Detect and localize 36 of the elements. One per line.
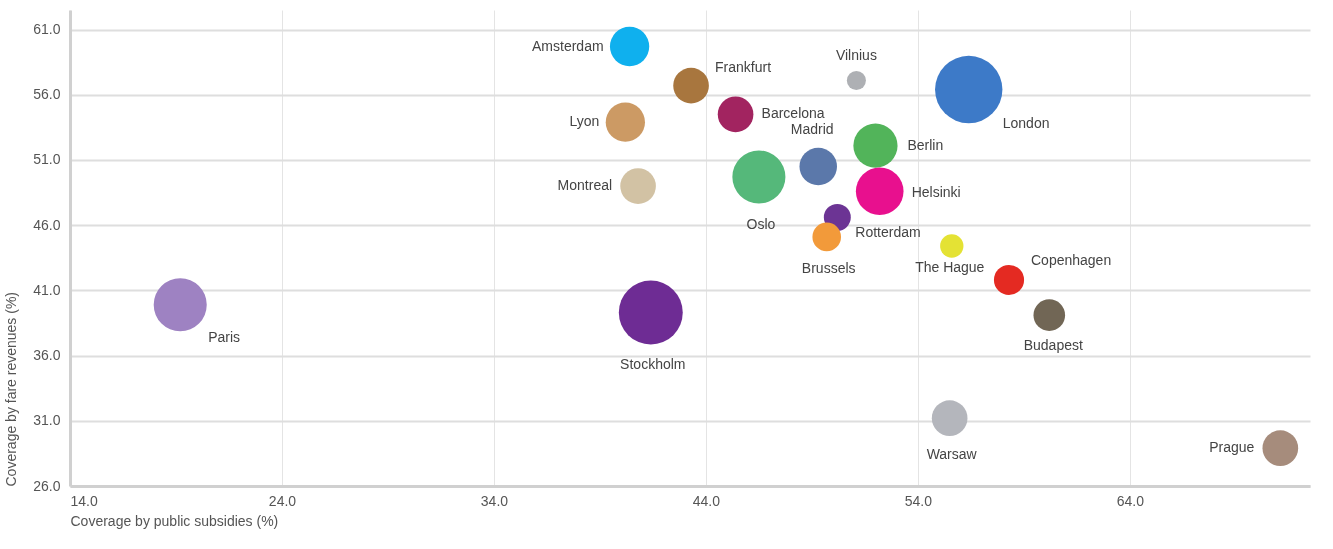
y-tick-label: 36.0 <box>33 347 61 364</box>
y-tick-label: 26.0 <box>33 477 61 494</box>
y-axis-title: Coverage by fare revenues (%) <box>3 291 20 487</box>
x-tick-label: 24.0 <box>268 492 297 509</box>
series-label: Rotterdam <box>855 224 921 241</box>
series-label: London <box>1002 114 1050 131</box>
y-tick-label: 51.0 <box>33 151 61 168</box>
x-tick-label: 14.0 <box>70 492 98 509</box>
series-label: Madrid <box>790 121 834 138</box>
series-label: Stockholm <box>620 355 686 372</box>
series-label: Amsterdam <box>532 37 604 54</box>
series-label: Frankfurt <box>715 58 772 75</box>
series-label: Brussels <box>801 259 856 276</box>
series-label: Vilnius <box>835 47 877 64</box>
series-label: Oslo <box>746 215 776 232</box>
series-label: Lyon <box>569 113 600 130</box>
x-axis-title: Coverage by public subsidies (%) <box>70 512 279 529</box>
series-label: Berlin <box>907 136 944 153</box>
y-tick-label: 61.0 <box>33 21 61 38</box>
y-tick-label: 41.0 <box>33 281 61 298</box>
y-tick-label: 56.0 <box>33 86 61 103</box>
series-label: Prague <box>1209 439 1255 456</box>
series-label: Paris <box>208 328 241 345</box>
series-label: Barcelona <box>761 105 825 122</box>
y-tick-label: 46.0 <box>33 216 61 233</box>
x-tick-label: 34.0 <box>480 492 509 509</box>
x-tick-label: 54.0 <box>904 492 933 509</box>
x-tick-label: 44.0 <box>692 492 721 509</box>
y-tick-label: 31.0 <box>33 412 61 429</box>
series-label: The Hague <box>915 259 985 276</box>
series-label: Budapest <box>1023 337 1083 354</box>
x-tick-label: 64.0 <box>1116 492 1145 509</box>
series-label: Copenhagen <box>1031 251 1112 268</box>
series-label: Warsaw <box>926 446 978 463</box>
series-label: Montreal <box>557 177 613 194</box>
series-label: Helsinki <box>911 184 961 201</box>
